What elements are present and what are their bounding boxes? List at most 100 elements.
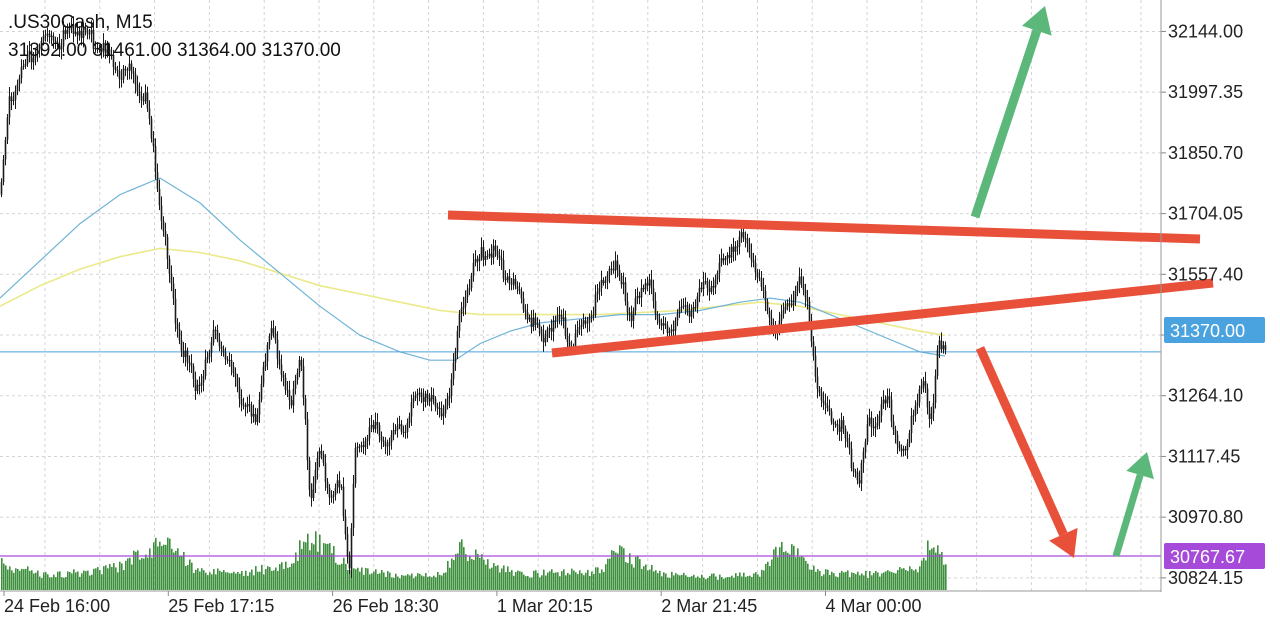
- candle-body: [738, 236, 741, 247]
- volume-bar: [795, 557, 797, 590]
- candle-body: [854, 471, 857, 473]
- candle-body: [754, 262, 757, 273]
- volume-bar: [49, 577, 51, 590]
- volume-bar: [533, 570, 535, 590]
- volume-bar: [293, 563, 295, 590]
- volume-bar: [407, 574, 409, 590]
- candle-body: [766, 301, 769, 312]
- candle-body: [822, 400, 825, 404]
- volume-bar: [561, 571, 563, 590]
- candle-body: [72, 24, 75, 34]
- volume-bar: [23, 569, 25, 590]
- candle-body: [694, 306, 697, 308]
- candle-body: [714, 279, 717, 288]
- volume-bar: [229, 573, 231, 590]
- candle-body: [908, 433, 911, 444]
- candle-body: [580, 324, 583, 328]
- volume-bar: [363, 574, 365, 590]
- candle-body: [664, 323, 667, 326]
- volume-bar: [725, 577, 727, 590]
- volume-bar: [547, 572, 549, 590]
- volume-bar: [85, 571, 87, 590]
- volume-bar: [829, 575, 831, 590]
- candle-body: [630, 314, 633, 321]
- volume-bar: [831, 571, 833, 590]
- candle-body: [470, 275, 473, 288]
- candle-body: [306, 419, 309, 461]
- candle-body: [856, 472, 859, 481]
- candle-body: [858, 480, 861, 484]
- candle-body: [888, 396, 891, 400]
- volume-bar: [389, 572, 391, 590]
- volume-bar: [443, 572, 445, 590]
- time-tick-label: 2 Mar 21:45: [661, 596, 757, 616]
- volume-bar: [881, 573, 883, 590]
- volume-bar: [55, 577, 57, 590]
- candle-body: [926, 388, 929, 408]
- candle-body: [516, 286, 519, 289]
- candle-body: [852, 467, 855, 472]
- candle-body: [510, 283, 513, 285]
- candle-body: [456, 330, 459, 352]
- volume-bar: [239, 573, 241, 590]
- candle-body: [598, 288, 601, 292]
- volume-bar: [753, 573, 755, 590]
- candle-body: [932, 402, 935, 414]
- volume-bar: [369, 574, 371, 590]
- volume-bar: [449, 567, 451, 590]
- candle-body: [254, 413, 257, 423]
- candle-body: [278, 358, 281, 365]
- volume-bar: [751, 577, 753, 590]
- volume-bar: [553, 572, 555, 590]
- volume-bar: [915, 569, 917, 590]
- candle-body: [302, 366, 305, 399]
- volume-bar: [717, 579, 719, 590]
- candle-body: [308, 460, 311, 490]
- volume-bar: [423, 576, 425, 590]
- volume-bar: [487, 559, 489, 590]
- volume-bar: [519, 571, 521, 590]
- candle-body: [98, 48, 101, 50]
- volume-bar: [109, 564, 111, 590]
- volume-bar: [525, 576, 527, 590]
- candle-body: [64, 30, 67, 34]
- candle-body: [578, 327, 581, 330]
- candle-body: [812, 341, 815, 356]
- candle-body: [830, 411, 833, 422]
- candle-body: [788, 303, 791, 305]
- volume-bar: [301, 548, 303, 590]
- volume-bar: [347, 569, 349, 590]
- candle-body: [434, 399, 437, 407]
- candle-body: [48, 33, 51, 38]
- candle-body: [134, 73, 137, 85]
- candle-body: [910, 415, 913, 434]
- bullish-breakout-arrow-head: [1022, 6, 1052, 36]
- candle-body: [372, 424, 375, 430]
- time-axis[interactable]: 24 Feb 16:00 25 Feb 17:15 26 Feb 18:30 1 Ma…: [3, 591, 922, 616]
- volume-bar: [727, 577, 729, 590]
- candle-body: [842, 420, 845, 429]
- candle-body: [642, 287, 645, 290]
- volume-bar: [657, 573, 659, 590]
- volume-bar: [733, 577, 735, 590]
- volume-bar: [379, 573, 381, 590]
- volume-bar: [647, 570, 649, 590]
- volume-bar: [79, 576, 81, 590]
- volume-bar: [635, 556, 637, 590]
- volume-bar: [353, 568, 355, 590]
- candle-body: [80, 30, 83, 38]
- volume-bar: [103, 566, 105, 590]
- candle-body: [804, 289, 807, 298]
- volume-bar: [569, 574, 571, 590]
- volume-bar: [655, 570, 657, 590]
- volume-bar: [51, 577, 53, 590]
- volume-bar: [21, 568, 23, 590]
- volume-bar: [903, 568, 905, 590]
- candle-body: [334, 488, 337, 495]
- candle-body: [620, 275, 623, 285]
- volume-bar: [343, 557, 345, 590]
- volume-bar: [535, 570, 537, 590]
- price-axis[interactable]: 32144.00 31997.35 31850.70 31704.05 31557.40…: [1161, 21, 1243, 588]
- moving-average-fast-line: [0, 177, 946, 361]
